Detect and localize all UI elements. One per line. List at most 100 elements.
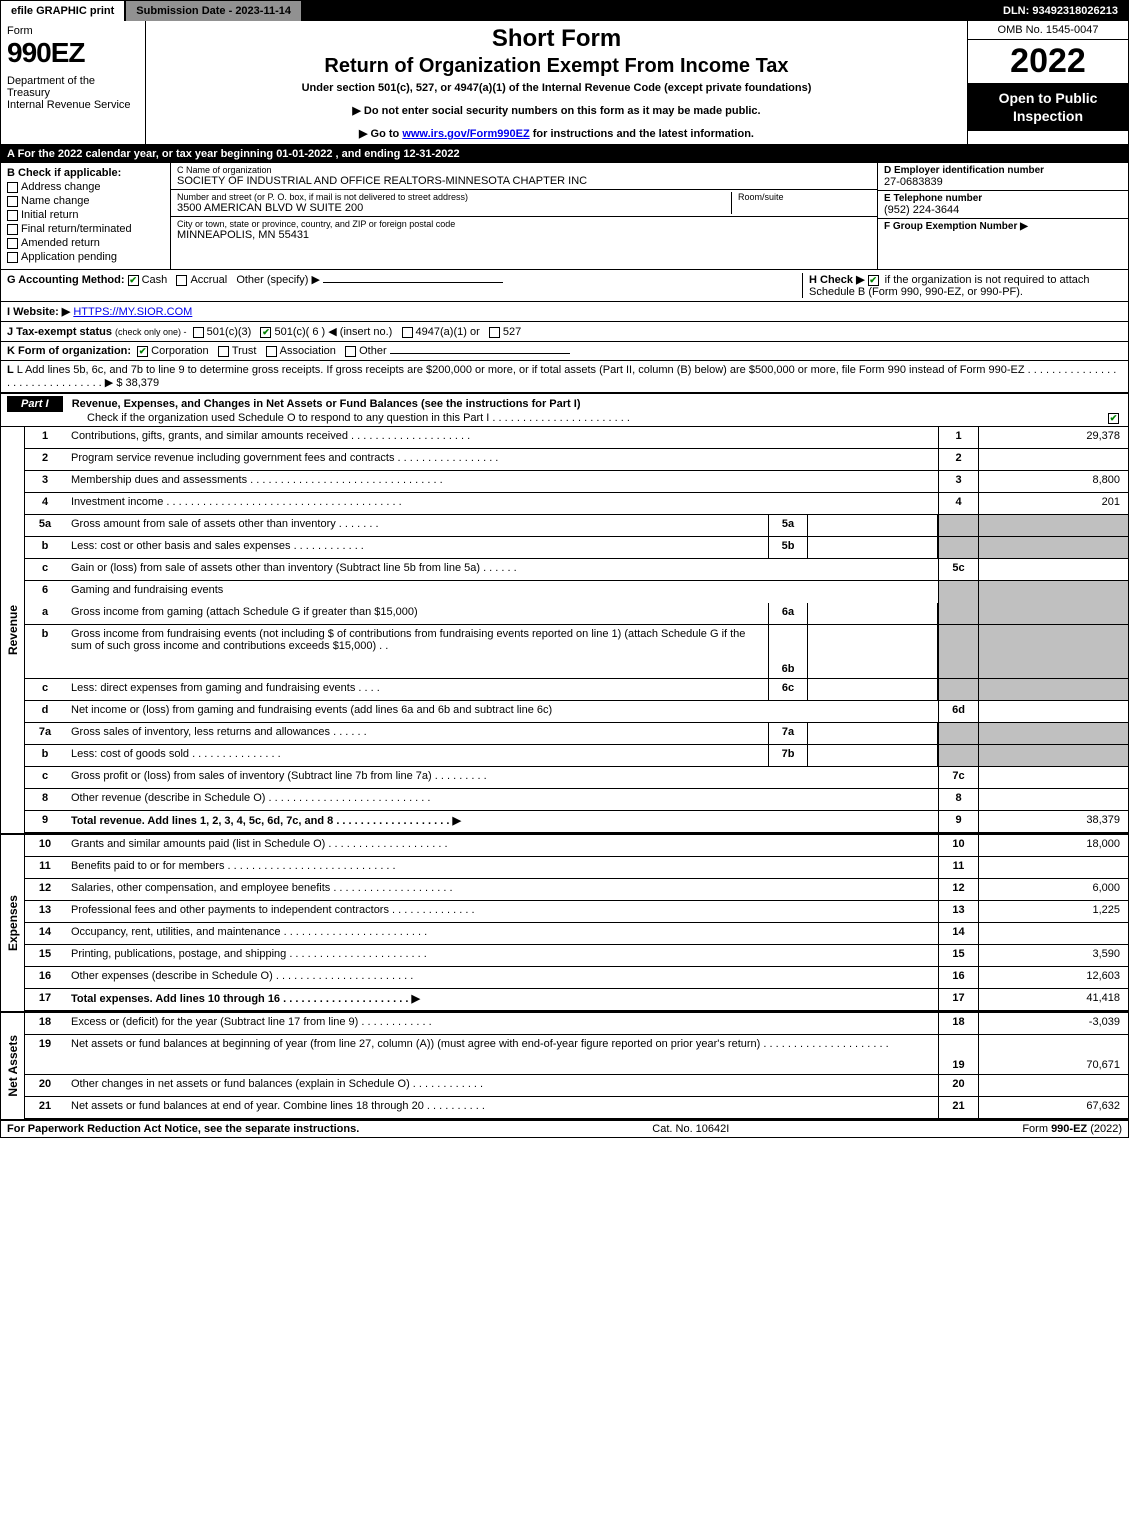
form-label: Form: [7, 25, 139, 37]
line-6d-rv: [978, 701, 1128, 722]
part-1-title-text: Revenue, Expenses, and Changes in Net As…: [72, 398, 581, 410]
line-15-desc: Printing, publications, postage, and shi…: [65, 945, 938, 966]
box-e-label: E Telephone number: [884, 193, 1122, 204]
form-container: efile GRAPHIC print Submission Date - 20…: [0, 0, 1129, 1138]
part-1-title: Revenue, Expenses, and Changes in Net As…: [66, 398, 581, 410]
line-11-desc: Benefits paid to or for members . . . . …: [65, 857, 938, 878]
line-6d-rn: 6d: [938, 701, 978, 722]
line-11-num: 11: [25, 857, 65, 878]
chk-other-org[interactable]: [345, 346, 356, 357]
netassets-body: 18Excess or (deficit) for the year (Subt…: [25, 1013, 1128, 1119]
line-3: 3Membership dues and assessments . . . .…: [25, 471, 1128, 493]
phone-value: (952) 224-3644: [884, 204, 1122, 216]
chk-schedule-b[interactable]: [868, 275, 879, 286]
chk-527[interactable]: [489, 327, 500, 338]
line-1-rn: 1: [938, 427, 978, 448]
line-7b-desc: Less: cost of goods sold . . . . . . . .…: [65, 745, 768, 766]
line-14-rv: [978, 923, 1128, 944]
row-l: L L Add lines 5b, 6c, and 7b to line 9 t…: [1, 361, 1128, 393]
line-5b-desc: Less: cost or other basis and sales expe…: [65, 537, 768, 558]
line-7c-desc: Gross profit or (loss) from sales of inv…: [65, 767, 938, 788]
line-20-rn: 20: [938, 1075, 978, 1096]
line-16-desc: Other expenses (describe in Schedule O) …: [65, 967, 938, 988]
line-3-desc: Membership dues and assessments . . . . …: [65, 471, 938, 492]
line-6d-num: d: [25, 701, 65, 722]
line-7b-rn: [938, 745, 978, 766]
org-street: 3500 AMERICAN BLVD W SUITE 200: [177, 202, 731, 214]
line-6d-desc: Net income or (loss) from gaming and fun…: [65, 701, 938, 722]
efile-print-label[interactable]: efile GRAPHIC print: [1, 1, 126, 21]
short-form-title: Short Form: [156, 25, 957, 53]
irs-link[interactable]: www.irs.gov/Form990EZ: [402, 128, 529, 140]
line-5a-rn: [938, 515, 978, 536]
row-g-label: G Accounting Method:: [7, 274, 125, 286]
line-19-rn: 19: [938, 1035, 978, 1074]
line-20-rv: [978, 1075, 1128, 1096]
chk-association-label: Association: [280, 345, 336, 357]
box-d-label: D Employer identification number: [884, 165, 1122, 176]
chk-trust-label: Trust: [232, 345, 257, 357]
line-6a-inval: [808, 603, 938, 624]
chk-amended-return[interactable]: Amended return: [7, 237, 164, 249]
line-7a-inval: [808, 723, 938, 744]
line-6b-rn: [938, 625, 978, 678]
line-2-rv: [978, 449, 1128, 470]
chk-initial-return[interactable]: Initial return: [7, 209, 164, 221]
netassets-group: Net Assets 18Excess or (deficit) for the…: [1, 1011, 1128, 1119]
part-1-schedule-o-check[interactable]: [1108, 412, 1122, 424]
chk-501c3[interactable]: [193, 327, 204, 338]
line-18-rn: 18: [938, 1013, 978, 1034]
form-header: Form 990EZ Department of the Treasury In…: [1, 21, 1128, 145]
line-16-num: 16: [25, 967, 65, 988]
chk-application-pending[interactable]: Application pending: [7, 251, 164, 263]
website-link[interactable]: HTTPS://MY.SIOR.COM: [73, 306, 192, 318]
line-21: 21Net assets or fund balances at end of …: [25, 1097, 1128, 1119]
line-13-desc: Professional fees and other payments to …: [65, 901, 938, 922]
part-1-badge: Part I: [7, 396, 63, 412]
chk-cash[interactable]: [128, 275, 139, 286]
line-17-desc-text: Total expenses. Add lines 10 through 16 …: [71, 993, 420, 1005]
line-9-rv: 38,379: [978, 811, 1128, 832]
line-7a: 7aGross sales of inventory, less returns…: [25, 723, 1128, 745]
form-number: 990EZ: [7, 37, 139, 69]
chk-501c[interactable]: [260, 327, 271, 338]
row-g-h: G Accounting Method: Cash Accrual Other …: [1, 270, 1128, 302]
chk-address-change[interactable]: Address change: [7, 181, 164, 193]
box-f: F Group Exemption Number ▶: [878, 219, 1128, 234]
chk-corporation[interactable]: [137, 346, 148, 357]
line-19-num: 19: [25, 1035, 65, 1074]
chk-accrual[interactable]: [176, 275, 187, 286]
line-9: 9Total revenue. Add lines 1, 2, 3, 4, 5c…: [25, 811, 1128, 833]
line-7b-num: b: [25, 745, 65, 766]
row-h: H Check ▶ if the organization is not req…: [802, 273, 1122, 298]
chk-association[interactable]: [266, 346, 277, 357]
chk-name-change[interactable]: Name change: [7, 195, 164, 207]
other-specify-label: Other (specify) ▶: [236, 274, 320, 286]
box-c-name-label: C Name of organization: [177, 165, 587, 175]
row-l-text: L Add lines 5b, 6c, and 7b to line 9 to …: [7, 364, 1116, 389]
line-5c-num: c: [25, 559, 65, 580]
line-5c-rv: [978, 559, 1128, 580]
box-b-label: B Check if applicable:: [7, 167, 164, 179]
other-org-input[interactable]: [390, 353, 570, 354]
chk-4947[interactable]: [402, 327, 413, 338]
chk-final-return[interactable]: Final return/terminated: [7, 223, 164, 235]
line-6-rv: [978, 581, 1128, 603]
line-6c-num: c: [25, 679, 65, 700]
line-5a-rv: [978, 515, 1128, 536]
line-15-rn: 15: [938, 945, 978, 966]
line-6c-inval: [808, 679, 938, 700]
part-1-checknote: Check if the organization used Schedule …: [87, 412, 630, 424]
line-3-rn: 3: [938, 471, 978, 492]
other-specify-input[interactable]: [323, 282, 503, 283]
line-20-desc: Other changes in net assets or fund bala…: [65, 1075, 938, 1096]
line-6a-num: a: [25, 603, 65, 624]
chk-trust[interactable]: [218, 346, 229, 357]
line-16-rv: 12,603: [978, 967, 1128, 988]
revenue-side-label: Revenue: [1, 427, 25, 833]
chk-501c-label: 501(c)( 6 ) ◀ (insert no.): [274, 326, 392, 338]
line-15-num: 15: [25, 945, 65, 966]
row-j-label: J Tax-exempt status: [7, 326, 112, 338]
line-7b-rv: [978, 745, 1128, 766]
line-20: 20Other changes in net assets or fund ba…: [25, 1075, 1128, 1097]
